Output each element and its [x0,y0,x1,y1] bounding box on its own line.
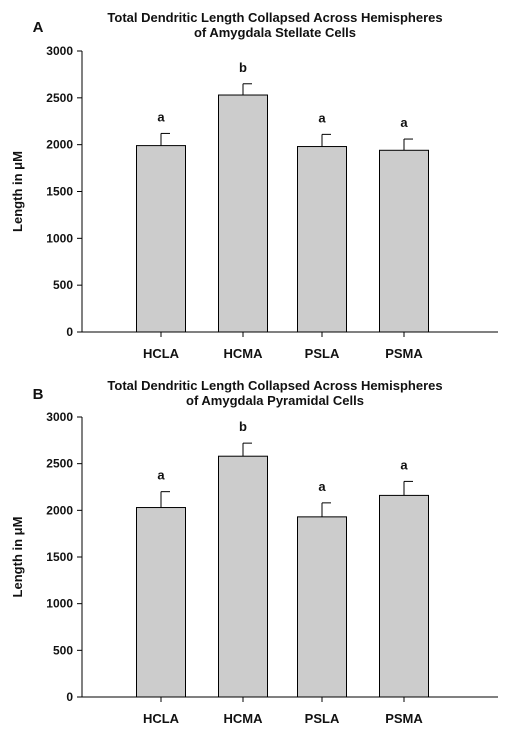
panel-a: A Total Dendritic Length Collapsed Across… [10,10,498,361]
significance-label: a [318,110,326,125]
chart-title-line: Total Dendritic Length Collapsed Across … [107,10,442,25]
panel-letter: A [33,19,44,36]
y-tick-label: 0 [66,690,73,704]
panel-letter: B [33,386,44,403]
chart-title-line: of Amygdala Stellate Cells [194,25,356,40]
y-tick-label: 2000 [46,138,73,152]
y-tick-label: 1500 [46,185,73,199]
x-tick-label: HCLA [143,711,180,726]
bar [297,146,347,333]
significance-label: a [400,115,408,130]
y-tick-label: 2000 [46,503,73,517]
bar [379,149,429,333]
y-tick-label: 1500 [46,550,73,564]
bar [136,145,186,333]
chart-title-line: Total Dendritic Length Collapsed Across … [107,378,442,393]
y-tick-label: 3000 [46,410,73,424]
bar [379,494,429,698]
x-tick-label: HCMA [224,346,264,361]
y-tick-label: 500 [53,643,73,657]
y-tick-label: 2500 [46,91,73,105]
y-tick-label: 2500 [46,457,73,471]
y-tick-label: 500 [53,278,73,292]
y-tick-label: 1000 [46,597,73,611]
significance-label: a [157,109,165,124]
x-tick-label: PSMA [385,346,423,361]
bar [136,507,186,698]
significance-label: a [400,457,408,472]
y-axis-label: Length in μM [10,517,25,598]
significance-label: a [157,468,165,483]
panel-b: B Total Dendritic Length Collapsed Across… [10,378,498,726]
y-tick-label: 1000 [46,231,73,245]
x-tick-label: PSLA [305,711,340,726]
chart-title-line: of Amygdala Pyramidal Cells [186,393,364,408]
x-tick-label: PSLA [305,346,340,361]
x-tick-label: PSMA [385,711,423,726]
y-tick-label: 3000 [46,44,73,58]
y-axis-label: Length in μM [10,151,25,232]
x-tick-label: HCLA [143,346,180,361]
bar [218,455,268,698]
bar [297,516,347,698]
significance-label: b [239,419,247,434]
y-tick-label: 0 [66,325,73,339]
x-tick-label: HCMA [224,711,264,726]
significance-label: b [239,60,247,75]
bar [218,94,268,333]
significance-label: a [318,479,326,494]
